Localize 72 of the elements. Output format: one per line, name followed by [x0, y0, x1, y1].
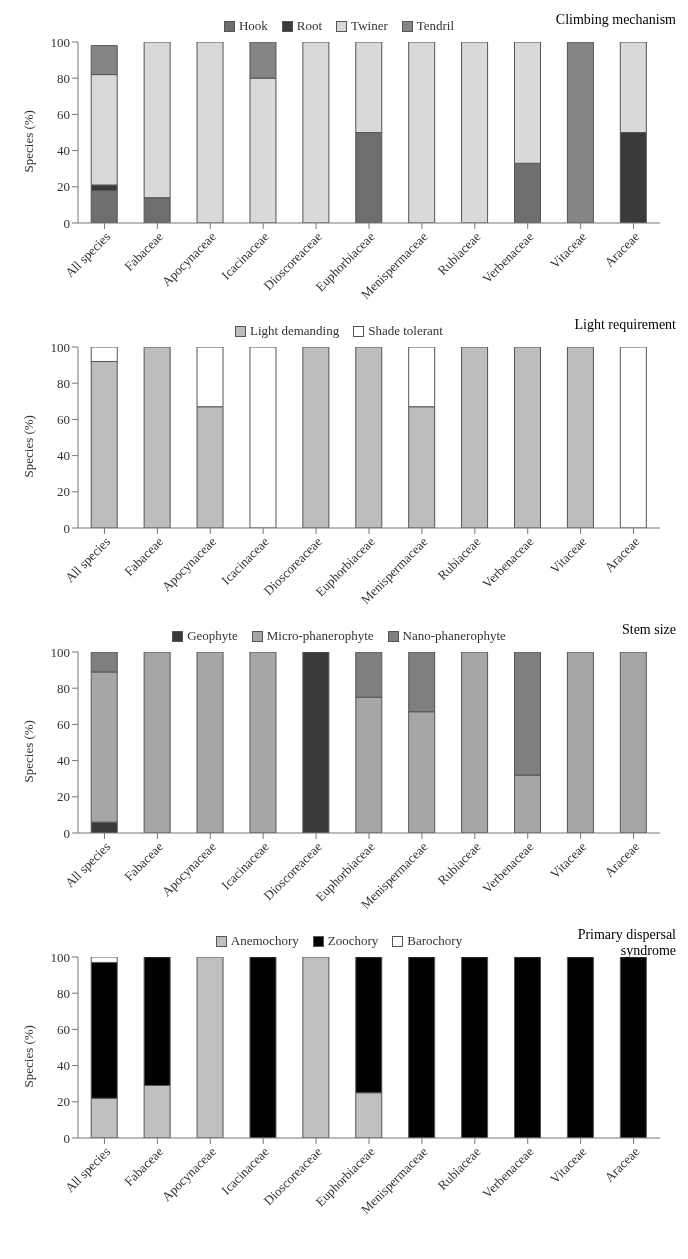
chart-title: Stem size [620, 622, 676, 638]
y-tick-label: 100 [50, 339, 70, 355]
legend-label: Micro-phanerophyte [266, 628, 374, 644]
bar [514, 957, 541, 1138]
y-axis-title: Species (%) [20, 720, 36, 783]
y-tick-label: 80 [57, 70, 70, 86]
bar [566, 42, 594, 223]
y-tick-label: 40 [57, 1058, 70, 1074]
bar [461, 652, 489, 833]
bar [566, 957, 594, 1138]
bar [196, 42, 224, 223]
y-axis-title: Species (%) [20, 415, 36, 478]
bar [302, 652, 330, 833]
bar [461, 42, 489, 223]
y-tick-label: 80 [57, 375, 70, 391]
y-tick-label: 60 [57, 412, 70, 428]
bar [514, 347, 541, 528]
bar [302, 957, 330, 1138]
bar [355, 347, 383, 528]
chart-title: Light requirement [573, 317, 676, 333]
y-tick-label: 0 [63, 215, 70, 231]
bar [408, 42, 436, 223]
y-tick-label: 0 [63, 1130, 70, 1146]
bar [566, 652, 594, 833]
bar [461, 347, 489, 528]
bar [566, 347, 594, 528]
bar [196, 957, 224, 1138]
bar [249, 957, 277, 1138]
y-axis-title: Species (%) [20, 1025, 36, 1088]
bar [196, 652, 224, 833]
legend-label: Twiner [351, 18, 388, 34]
bar [249, 652, 277, 833]
y-tick-label: 80 [57, 680, 70, 696]
y-tick-label: 60 [57, 717, 70, 733]
bar [302, 347, 330, 528]
y-tick-label: 20 [57, 789, 70, 805]
bar [249, 347, 277, 528]
legend-label: Shade tolerant [368, 323, 443, 339]
y-tick-label: 0 [63, 520, 70, 536]
bar [143, 652, 171, 833]
chart-title: Climbing mechanism [554, 12, 676, 28]
legend-label: Nano-phanerophyte [402, 628, 506, 644]
bar [461, 957, 489, 1138]
y-tick-label: 60 [57, 1022, 70, 1038]
y-tick-label: 40 [57, 143, 70, 159]
y-tick-label: 60 [57, 107, 70, 123]
legend-label: Light demanding [250, 323, 340, 339]
chart-title: Primary dispersal syndrome [576, 927, 676, 959]
bar [143, 347, 171, 528]
bar [619, 957, 647, 1138]
bar [302, 42, 330, 223]
y-tick-label: 100 [50, 34, 70, 50]
legend-label: Hook [238, 18, 268, 34]
y-tick-label: 100 [50, 644, 70, 660]
y-tick-label: 20 [57, 484, 70, 500]
y-tick-label: 80 [57, 985, 70, 1001]
bar [619, 347, 647, 528]
legend-label: Geophyte [187, 628, 238, 644]
y-tick-label: 40 [57, 448, 70, 464]
y-tick-label: 0 [63, 825, 70, 841]
legend-label: Anemochory [230, 933, 299, 949]
y-tick-label: 20 [57, 1094, 70, 1110]
bar [408, 957, 436, 1138]
y-tick-label: 20 [57, 179, 70, 195]
bar [619, 652, 647, 833]
legend-label: Barochory [407, 933, 463, 949]
y-axis-title: Species (%) [20, 110, 36, 173]
y-tick-label: 100 [50, 949, 70, 965]
legend-label: Zoochory [327, 933, 379, 949]
legend-label: Tendril [416, 18, 455, 34]
y-tick-label: 40 [57, 753, 70, 769]
legend-label: Root [296, 18, 323, 34]
